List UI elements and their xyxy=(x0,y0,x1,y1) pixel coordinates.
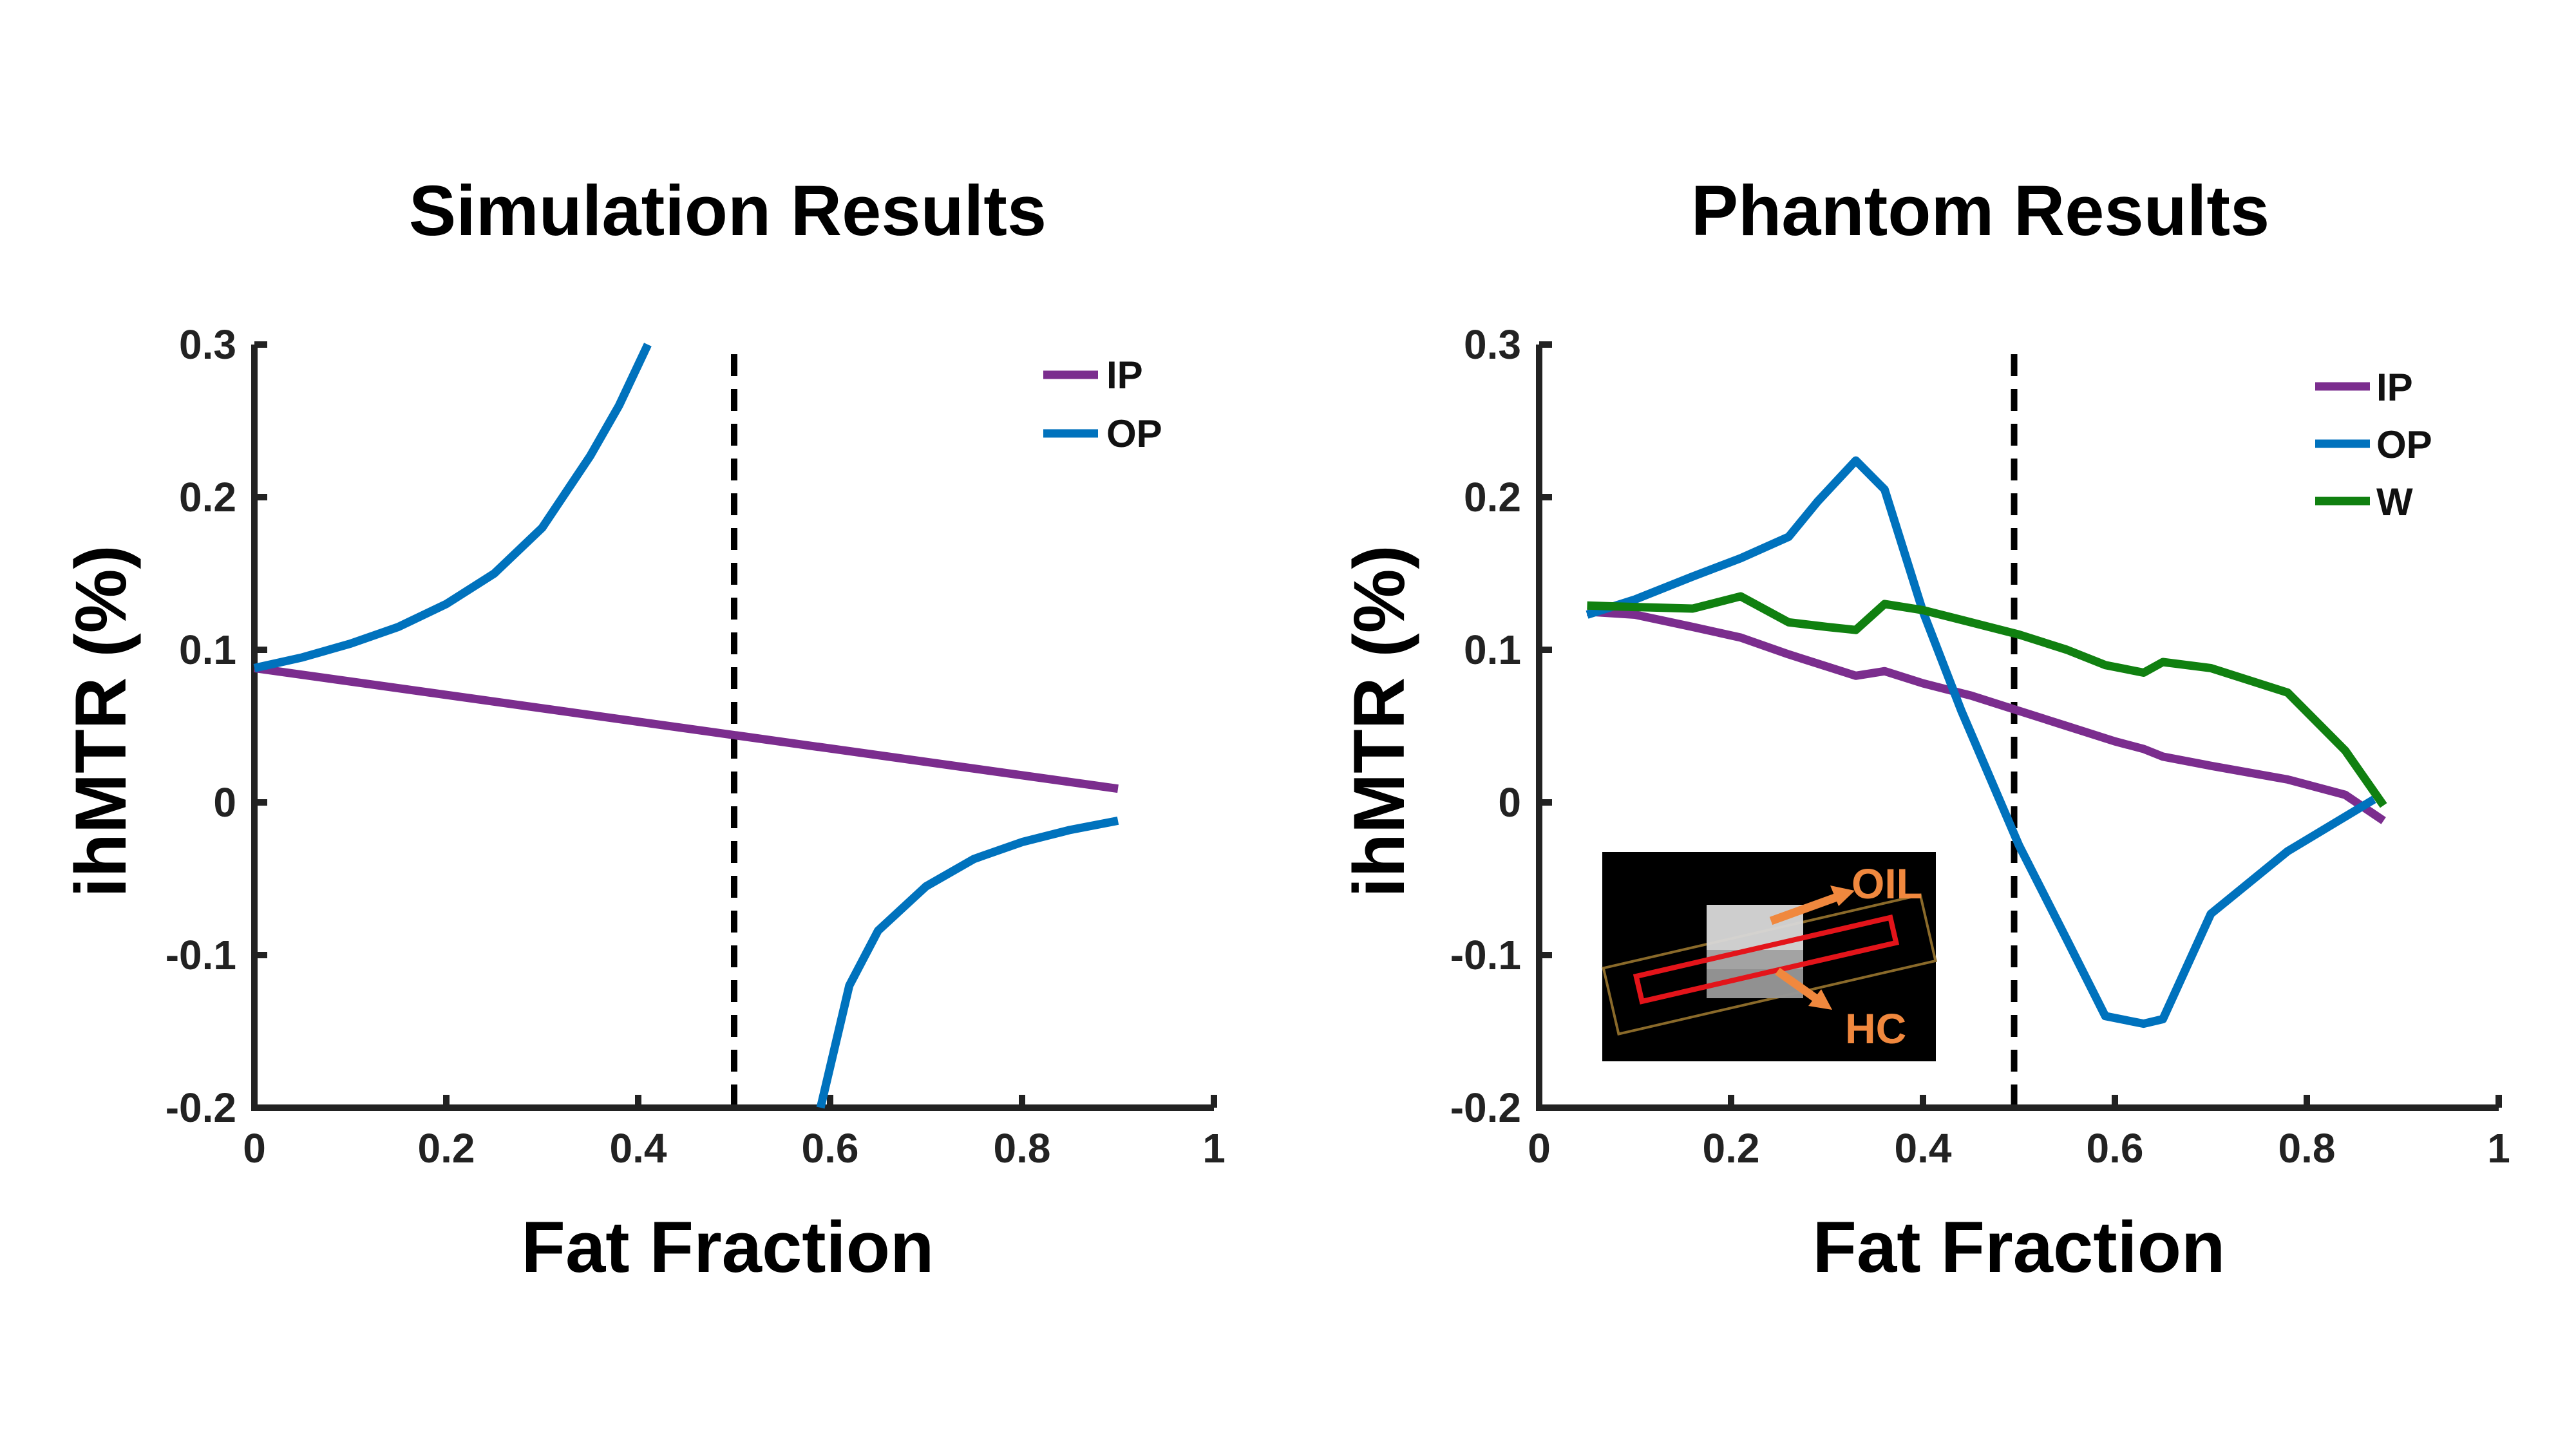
panel-simulation: Simulation Results 0 0.2 0.4 0.6 0.8 1 -0.2 -0.… xyxy=(61,171,1226,1287)
plot-area: 0 0.2 0.4 0.6 0.8 1 -0.2 -0.1 0 0.1 0.2 0.3 xyxy=(1450,321,2510,1171)
x-tick-label: 1 xyxy=(1202,1125,1226,1171)
series-line-ip xyxy=(254,663,1119,793)
y-tick-label: 0.2 xyxy=(1464,474,1521,520)
y-axis-label: ihMTR (%) xyxy=(61,545,141,897)
x-tick-label: 0 xyxy=(243,1125,266,1171)
y-tick-label: 0.2 xyxy=(179,474,236,520)
legend-label-op: OP xyxy=(2376,423,2432,466)
chart-title: Phantom Results xyxy=(1691,171,2269,251)
panel-phantom: Phantom Results 0 0.2 0.4 0.6 0.8 1-0.2-0.100… xyxy=(1339,171,2510,1287)
x-tick-label: 0.2 xyxy=(418,1125,475,1171)
inset-arrowhead-oil xyxy=(1830,886,1855,906)
chart-title: Simulation Results xyxy=(409,171,1046,251)
series-line-op xyxy=(816,817,1119,1109)
inset-phantom-image: OIL HC xyxy=(1602,852,1937,1061)
x-tick-label: 0.8 xyxy=(994,1125,1051,1171)
y-tick-label: -0.2 xyxy=(166,1084,236,1131)
y-tick-label: -0.1 xyxy=(1450,932,1521,978)
legend: IP OP xyxy=(1043,354,1162,455)
x-tick-label: 0 xyxy=(1528,1125,1551,1171)
series-line-op xyxy=(253,343,652,672)
x-tick-label: 0.8 xyxy=(2278,1125,2336,1171)
x-axis-label: Fat Fraction xyxy=(1813,1207,2226,1287)
inset-arrow-oil xyxy=(1769,892,1841,925)
y-tick-label: -0.2 xyxy=(1450,1084,1521,1131)
x-tick-label: 0.4 xyxy=(1895,1125,1952,1171)
legend: IP OP W xyxy=(2315,366,2432,524)
y-tick-label: 0.3 xyxy=(179,321,236,368)
y-tick-label: 0.1 xyxy=(1464,627,1521,673)
legend-label-ip: IP xyxy=(1106,354,1143,397)
series-line-op xyxy=(1586,456,2376,1028)
y-tick-label: -0.1 xyxy=(166,932,236,978)
y-tick-label: 0.3 xyxy=(1464,321,1521,368)
legend-label-op: OP xyxy=(1106,412,1162,455)
y-tick-label: 0.1 xyxy=(179,627,236,673)
x-tick-label: 1 xyxy=(2487,1125,2510,1171)
legend-label-w: W xyxy=(2376,480,2413,524)
y-axis-label: ihMTR (%) xyxy=(1339,545,1419,897)
x-tick-label: 0.6 xyxy=(802,1125,859,1171)
x-axis-label: Fat Fraction xyxy=(522,1207,934,1287)
y-tick-label: 0 xyxy=(1498,779,1521,826)
legend-label-ip: IP xyxy=(2376,366,2413,409)
inset-arrowhead-hc xyxy=(1808,989,1832,1010)
x-tick-label: 0.2 xyxy=(1703,1125,1760,1171)
inset-label-hc: HC xyxy=(1845,1005,1906,1052)
inset-roi-box xyxy=(1633,914,1900,1005)
x-tick-label: 0.4 xyxy=(610,1125,667,1171)
inset-label-oil: OIL xyxy=(1852,860,1922,907)
series-line-ip xyxy=(1587,607,2386,824)
plot-area: 0 0.2 0.4 0.6 0.8 1 -0.2 -0.1 0 0.1 0.2 0.3 xyxy=(166,321,1226,1171)
series-line-w xyxy=(1587,592,2387,808)
inset-arrow-hc xyxy=(1775,967,1820,1003)
x-tick-label: 0.6 xyxy=(2087,1125,2144,1171)
y-tick-label: 0 xyxy=(213,779,236,826)
